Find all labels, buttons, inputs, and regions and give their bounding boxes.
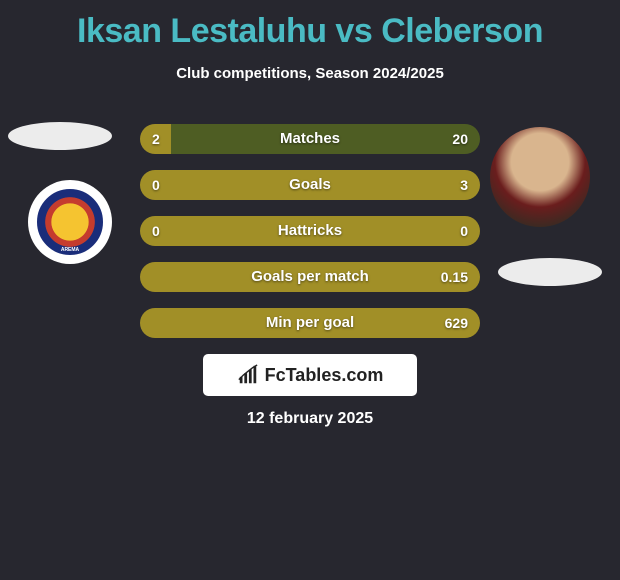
bar-value-right: 0.15 (441, 262, 468, 292)
club-logo-caption: AREMA (41, 247, 99, 253)
bar-value-left: 2 (152, 124, 160, 154)
bar-row: Goals0 3 (140, 170, 480, 200)
bar-value-right: 0 (460, 216, 468, 246)
bar-label: Goals (140, 170, 480, 200)
player-left-ellipse (8, 122, 112, 150)
footer-brand-text: FcTables.com (265, 365, 384, 386)
player-right-ellipse (498, 258, 602, 286)
bar-row: Goals per match0.15 (140, 262, 480, 292)
bar-label: Goals per match (140, 262, 480, 292)
footer-date: 12 february 2025 (0, 410, 620, 428)
club-logo: AREMA (28, 180, 112, 264)
bar-row: Matches2 20 (140, 124, 480, 154)
page-title: Iksan Lestaluhu vs Cleberson (0, 0, 620, 51)
bar-label: Matches (140, 124, 480, 154)
bar-value-right: 629 (445, 308, 468, 338)
player-right-avatar (490, 127, 590, 227)
bar-row: Min per goal629 (140, 308, 480, 338)
bar-row: Hattricks0 0 (140, 216, 480, 246)
comparison-bars: Matches220Goals03Hattricks00Goals per ma… (140, 124, 480, 354)
chart-icon (237, 364, 259, 386)
footer-brand: FcTables.com (203, 354, 417, 396)
bar-value-left: 0 (152, 170, 160, 200)
bar-label: Hattricks (140, 216, 480, 246)
bar-value-left: 0 (152, 216, 160, 246)
subtitle: Club competitions, Season 2024/2025 (0, 65, 620, 82)
club-logo-inner: AREMA (37, 189, 103, 255)
bar-label: Min per goal (140, 308, 480, 338)
bar-value-right: 20 (452, 124, 468, 154)
bar-value-right: 3 (460, 170, 468, 200)
